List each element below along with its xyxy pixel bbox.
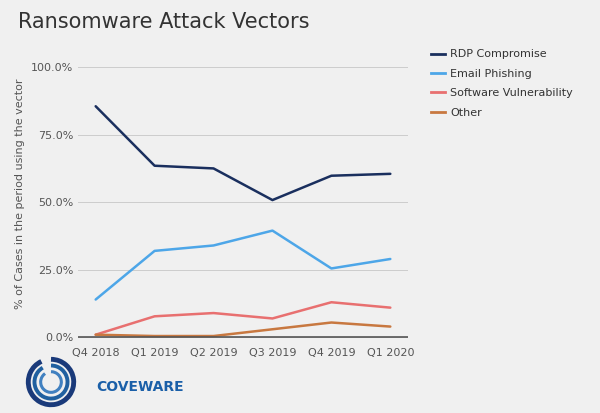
Other	[387, 324, 394, 329]
Text: Ransomware Attack Vectors: Ransomware Attack Vectors	[18, 12, 310, 32]
Line: Other: Other	[95, 323, 391, 336]
RDP Compromise	[387, 171, 394, 176]
Email Phishing	[151, 248, 158, 253]
Line: Email Phishing: Email Phishing	[95, 230, 391, 299]
Other	[210, 334, 217, 339]
Email Phishing	[328, 266, 335, 271]
Text: COVEWARE: COVEWARE	[96, 380, 184, 394]
Other	[269, 327, 276, 332]
Email Phishing	[269, 228, 276, 233]
Email Phishing	[210, 243, 217, 248]
Other	[328, 320, 335, 325]
Email Phishing	[387, 256, 394, 261]
Line: RDP Compromise: RDP Compromise	[95, 106, 391, 200]
Other	[151, 334, 158, 339]
Software Vulnerability	[269, 316, 276, 321]
Line: Software Vulnerability: Software Vulnerability	[95, 302, 391, 335]
Software Vulnerability	[210, 311, 217, 316]
Other	[92, 332, 99, 337]
Software Vulnerability	[92, 332, 99, 337]
Legend: RDP Compromise, Email Phishing, Software Vulnerability, Other: RDP Compromise, Email Phishing, Software…	[427, 45, 577, 122]
RDP Compromise	[269, 197, 276, 202]
Y-axis label: % of Cases in the period using the vector: % of Cases in the period using the vecto…	[16, 79, 25, 309]
Email Phishing	[92, 297, 99, 302]
RDP Compromise	[210, 166, 217, 171]
Software Vulnerability	[328, 300, 335, 305]
RDP Compromise	[151, 163, 158, 168]
RDP Compromise	[92, 104, 99, 109]
Software Vulnerability	[387, 305, 394, 310]
RDP Compromise	[328, 173, 335, 178]
Software Vulnerability	[151, 314, 158, 319]
